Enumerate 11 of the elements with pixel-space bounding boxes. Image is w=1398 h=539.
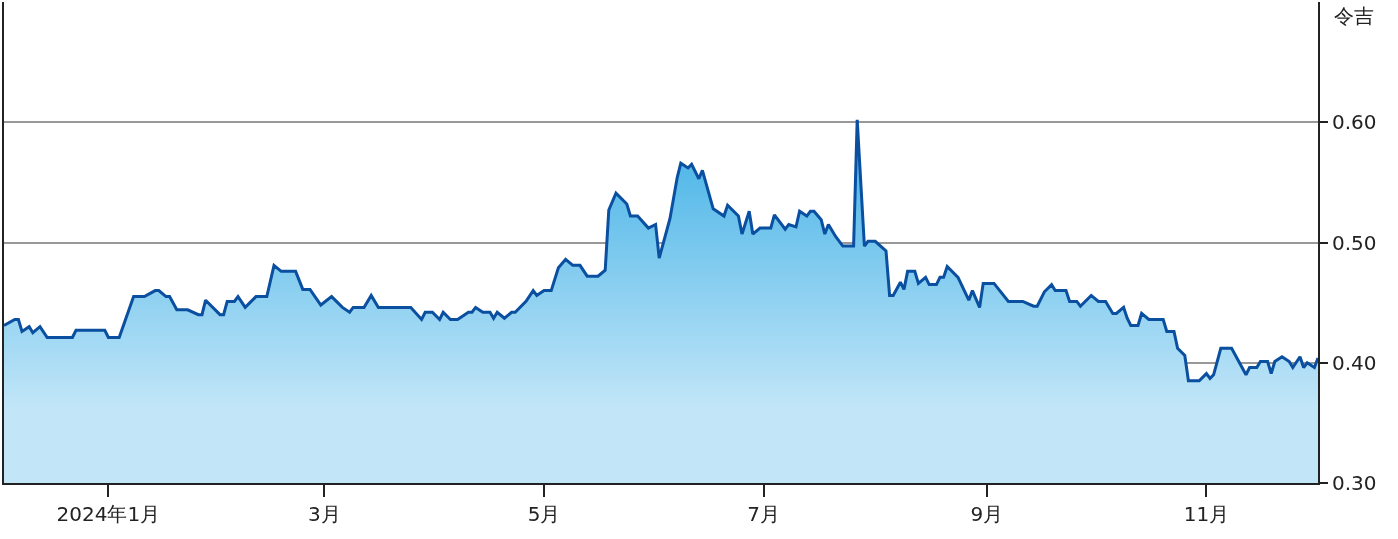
x-tick-label: 7月	[747, 502, 780, 526]
y-tick-label: 0.30	[1332, 471, 1377, 495]
y-tick-label: 0.40	[1332, 350, 1377, 375]
x-tick-label: 9月	[970, 502, 1004, 526]
y-tick-label: 0.50	[1332, 230, 1377, 255]
x-tick-label: 3月	[308, 502, 341, 526]
y-axis-title: 令吉	[1334, 4, 1374, 28]
x-tick-label: 2024年1月	[56, 502, 161, 526]
x-tick-label: 11月	[1183, 502, 1230, 526]
y-tick-label: 0.60	[1332, 110, 1377, 135]
x-tick-label: 5月	[527, 502, 561, 526]
